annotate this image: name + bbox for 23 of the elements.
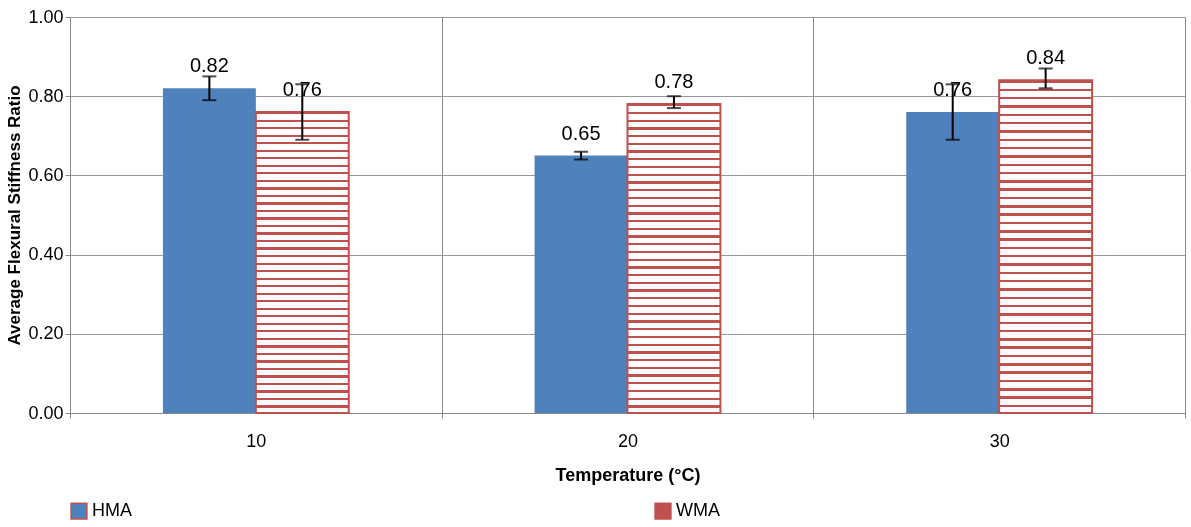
- bar: [254, 111, 350, 414]
- x-tick-label: 20: [617, 430, 639, 451]
- y-tick-label: 0.60: [28, 164, 64, 185]
- y-tick-label: 0.40: [28, 244, 64, 265]
- y-tick-label: 0.20: [28, 323, 64, 344]
- data-label: 0.65: [561, 121, 601, 144]
- y-tick-label: 1.00: [28, 6, 64, 27]
- bar: [906, 112, 1000, 413]
- y-tick-label: 0.80: [28, 85, 64, 106]
- bar: [534, 155, 628, 413]
- bar: [626, 103, 722, 414]
- bar: [162, 88, 256, 413]
- bar: [998, 79, 1094, 414]
- y-tick-label: 0.00: [28, 402, 64, 423]
- x-tick-label: 30: [989, 430, 1010, 451]
- data-label: 0.82: [189, 54, 229, 77]
- y-axis-title: Average Flexural Stiffness Ratio: [5, 85, 25, 346]
- legend-label: WMA: [676, 500, 720, 521]
- data-label: 0.78: [654, 70, 694, 93]
- x-tick-label: 10: [246, 430, 267, 451]
- legend-label: HMA: [92, 500, 132, 521]
- x-axis-title: Temperature (°C): [555, 464, 701, 485]
- data-label: 0.84: [1026, 46, 1066, 69]
